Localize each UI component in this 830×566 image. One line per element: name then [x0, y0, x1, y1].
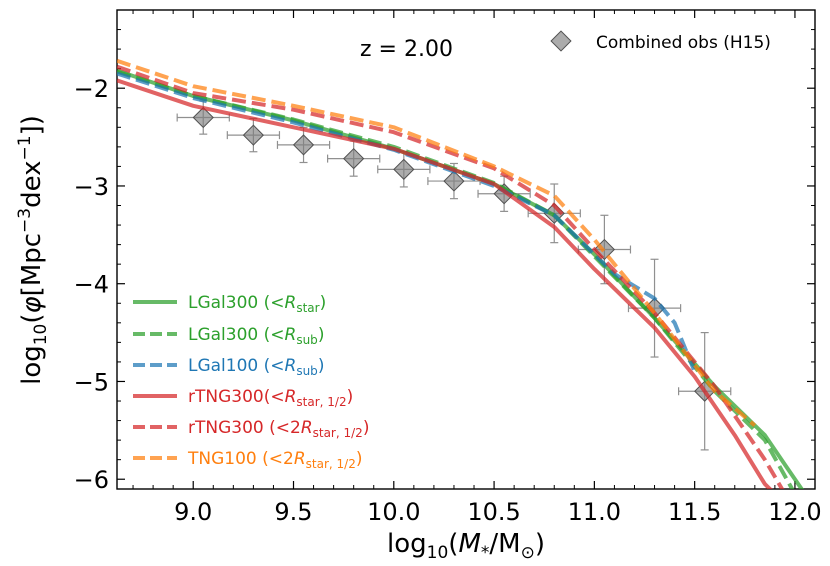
legend-item: rTNG300(<Rstar, 1/2) — [133, 387, 353, 409]
legend-item: LGal300 (<Rstar) — [133, 293, 326, 315]
legend-label: LGal300 (<Rsub) — [188, 325, 324, 347]
obs-marker — [343, 147, 365, 170]
series-line-2 — [117, 71, 697, 373]
legend-label: rTNG300(<Rstar, 1/2) — [188, 387, 353, 409]
legend-label: LGal300 (<Rstar) — [188, 293, 326, 315]
x-tick-label: 9.0 — [174, 498, 212, 526]
y-tick-label: −3 — [74, 173, 109, 201]
legend-label: rTNG300 (<2Rstar, 1/2) — [188, 418, 369, 440]
z-annotation: z = 2.00 — [360, 37, 453, 62]
y-tick-label: −5 — [74, 368, 109, 396]
x-tick-label: 11.5 — [668, 498, 721, 526]
obs-marker — [242, 124, 264, 146]
legend-label: LGal100 (<Rsub) — [188, 356, 324, 378]
obs-point — [327, 140, 381, 177]
x-tick-label: 12.0 — [768, 498, 821, 526]
obs-marker — [443, 170, 465, 192]
obs-marker — [292, 134, 315, 156]
x-ticks: 9.0 9.5 10.0 10.5 11.0 11.5 12.0 — [132, 10, 822, 526]
legend-item: rTNG300 (<2Rstar, 1/2) — [133, 418, 369, 440]
legend-item: TNG100 (<2Rstar, 1/2) — [133, 449, 362, 471]
obs-legend-marker — [550, 30, 572, 52]
legend-item: LGal100 (<Rsub) — [133, 356, 324, 378]
y-axis-label: log10(φ[Mpc−3dex−1]) — [15, 115, 51, 385]
obs-point — [427, 162, 481, 200]
x-tick-label: 10.5 — [467, 498, 520, 526]
legend-label: TNG100 (<2Rstar, 1/2) — [187, 449, 362, 471]
x-tick-label: 10.0 — [367, 498, 420, 526]
series-line-5 — [117, 58, 757, 428]
obs-legend: Combined obs (H15) — [550, 30, 771, 53]
series-lines — [117, 58, 805, 489]
obs-point — [226, 117, 281, 153]
series-legend: LGal300 (<Rstar) LGal300 (<Rsub) LGal100 (… — [133, 293, 369, 471]
series-line-3 — [117, 78, 773, 489]
x-tick-label: 9.5 — [274, 498, 312, 526]
y-tick-label: −4 — [74, 271, 109, 299]
obs-marker — [192, 106, 214, 129]
y-tick-label: −2 — [74, 75, 109, 103]
plot-frame — [116, 9, 816, 490]
x-tick-label: 11.0 — [568, 498, 621, 526]
obs-marker — [393, 158, 415, 180]
y-ticks: −2 −3 −4 −5 −6 — [74, 29, 815, 494]
obs-legend-label: Combined obs (H15) — [596, 33, 771, 53]
y-tick-label: −6 — [74, 466, 109, 494]
obs-point — [276, 126, 331, 164]
legend-item: LGal300 (<Rsub) — [133, 325, 324, 347]
series-line-4 — [117, 64, 785, 489]
x-axis-label: log10(M*/M⊙) — [387, 529, 545, 563]
observation-points — [176, 100, 732, 451]
